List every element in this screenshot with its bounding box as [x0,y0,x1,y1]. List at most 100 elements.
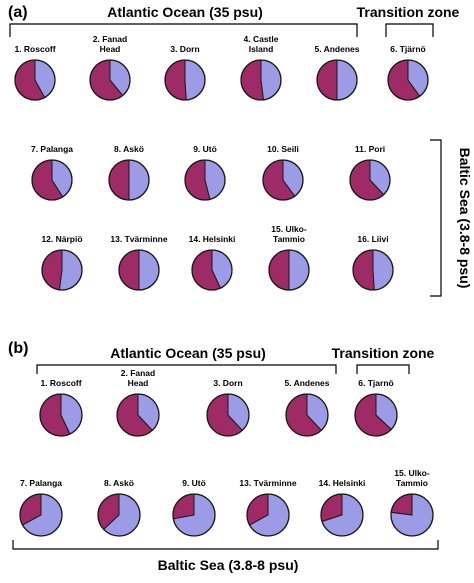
pie-b-4: 5. Andenes [284,378,330,437]
panel-b: (b) Atlantic Ocean (35 psu) Transition z… [8,340,439,573]
pie-b-10-label-line-1: 14. Helsinki [319,478,366,488]
pie-a-6-label-line-1: 6. Tjärnö [390,44,425,54]
pie-a-16: 16. Liivi [352,234,394,291]
panel-a-transition-label: Transition zone [357,4,460,20]
pie-a-15-label-line-1: 15. Ulko- [271,224,307,234]
panel-b-baltic-label: Baltic Sea (3.8-8 psu) [158,557,299,573]
pie-a-15-slice-primary [268,249,290,291]
pie-b-1: 1. Roscoff [39,378,83,437]
panel-a: (a) Atlantic Ocean (35 psu) Transition z… [8,4,473,297]
pie-b-1-outline [39,393,83,437]
pie-a-2-label-line-1: 2. Fanad [93,34,127,44]
panel-b-transition-label: Transition zone [332,345,435,361]
pie-a-5: 5. Andenes [314,44,360,101]
pie-a-8-slice-primary [108,159,130,201]
panel-a-atlantic-bracket [9,23,358,37]
pie-b-9-outline [246,493,290,537]
pie-a-6-outline [387,59,429,101]
pie-a-3-outline [164,59,206,101]
pie-a-3-slice-primary [164,59,187,101]
panel-b-atlantic-bracket [36,364,337,374]
pie-a-1: 1. Roscoff [14,44,56,101]
pie-b-10-outline [320,493,364,537]
pie-b-8: 9. Utö [172,478,216,537]
pie-b-6: 7. Palanga [19,478,63,537]
pie-a-6: 6. Tjärnö [387,44,429,101]
pie-a-8-slice-secondary [128,159,150,201]
panel-a-baltic-label: Baltic Sea (3.8-8 psu) [457,148,473,289]
pie-a-9: 9. Utö [184,144,226,201]
pie-a-13-outline [118,249,160,291]
panel-b-atlantic-label: Atlantic Ocean (35 psu) [110,345,266,361]
pie-b-11-label-line-2: Tammio [396,478,428,488]
pie-b-6-label-line-1: 7. Palanga [20,478,62,488]
panel-a-label: (a) [8,4,28,21]
pie-a-13-slice-secondary [138,249,160,291]
pie-a-4-slice-secondary [260,59,282,101]
pie-b-1-label-line-1: 1. Roscoff [40,378,81,388]
pie-a-13-slice-primary [118,249,140,291]
pie-a-7-outline [31,159,73,201]
pie-a-14: 14. Helsinki [189,234,236,291]
pie-a-13-label-line-1: 13. Tvärminne [110,234,167,244]
pie-a-10-label-line-1: 10. Seili [267,144,299,154]
pie-a-5-slice-secondary [336,59,358,101]
pie-a-9-label-line-1: 9. Utö [193,144,217,154]
pie-b-2-outline [116,393,160,437]
pie-b-11: 15. Ulko-Tammio [390,468,434,537]
pie-b-6-outline [19,493,63,537]
pie-a-9-slice-secondary [204,159,226,200]
pie-a-15: 15. Ulko-Tammio [268,224,310,291]
pie-a-5-label-line-1: 5. Andenes [314,44,359,54]
panel-a-transition-bracket [385,23,434,37]
panel-b-transition-bracket [356,364,410,374]
pie-a-10: 10. Seili [262,144,304,201]
pie-a-14-label-line-1: 14. Helsinki [189,234,236,244]
pie-a-1-label-line-1: 1. Roscoff [14,44,55,54]
pie-a-8-outline [108,159,150,201]
pie-a-5-slice-primary [316,59,338,101]
pie-a-4-outline [240,59,282,101]
pie-a-2-outline [89,59,131,101]
pie-a-1-outline [14,59,56,101]
pie-a-8: 8. Askö [108,144,150,201]
pie-b-5-label-line-1: 6. Tjarnö [358,378,393,388]
pie-b-9: 13. Tvärminne [239,478,297,537]
pie-b-2-label-line-1: 2. Fanad [121,368,155,378]
pie-a-11-outline [349,159,391,201]
pie-a-7: 7. Palanga [31,144,73,201]
pie-a-4-label-line-2: Island [249,44,274,54]
pie-a-16-slice-primary [352,249,375,291]
pie-a-9-outline [184,159,226,201]
pie-a-10-outline [262,159,304,201]
pie-b-3: 3. Dorn [206,378,250,437]
pie-a-11-label-line-1: 11. Pori [355,144,385,154]
panel-a-atlantic-label: Atlantic Ocean (35 psu) [107,4,263,20]
pie-a-12-outline [41,249,83,291]
pie-b-3-label-line-1: 3. Dorn [213,378,242,388]
pie-b-9-label-line-1: 13. Tvärminne [239,478,296,488]
pie-a-7-label-line-1: 7. Palanga [31,144,73,154]
pie-a-15-slice-secondary [288,249,310,291]
pie-a-4-label-line-1: 4. Castle [244,34,279,44]
pie-b-4-label-line-1: 5. Andenes [284,378,329,388]
pie-a-16-outline [352,249,394,291]
pie-a-3: 3. Dorn [164,44,206,101]
pie-a-16-slice-secondary [372,249,394,291]
pie-b-7: 8. Askö [97,478,141,537]
pie-b-8-label-line-1: 9. Utö [182,478,206,488]
pie-a-12-slice-primary [41,249,63,291]
pie-b-10: 14. Helsinki [319,478,366,537]
pie-b-7-label-line-1: 8. Askö [104,478,134,488]
pie-a-16-label-line-1: 16. Liivi [357,234,388,244]
pie-b-7-outline [97,493,141,537]
pie-a-13: 13. Tvärminne [110,234,168,291]
pie-b-11-outline [390,493,434,537]
panel-b-baltic-bracket [12,540,439,550]
pie-a-15-label-line-2: Tammio [273,234,305,244]
